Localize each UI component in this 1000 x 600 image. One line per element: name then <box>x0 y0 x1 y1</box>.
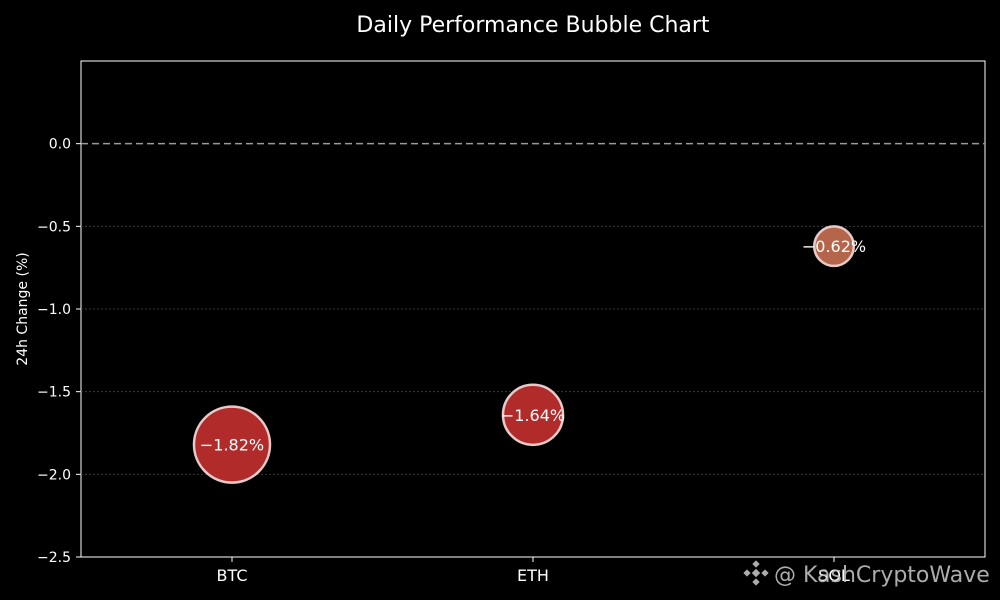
binance-diamond-icon <box>743 560 769 586</box>
y-tick-label: −1.0 <box>37 302 71 318</box>
y-axis-label: 24h Change (%) <box>15 252 31 365</box>
watermark: @ KashCryptoWave <box>743 560 990 588</box>
bubble-label-btc: −1.82% <box>200 436 264 455</box>
chart-title: Daily Performance Bubble Chart <box>356 13 710 38</box>
y-tick-label: −2.5 <box>37 550 71 566</box>
bubble-sol <box>812 225 856 268</box>
y-tick-label: −1.5 <box>37 385 71 401</box>
bubble-label-eth: −1.64% <box>501 406 565 425</box>
bubble-label-sol: −0.62% <box>802 237 866 256</box>
bubbles: −1.82% −1.64% −0.62% <box>192 225 866 484</box>
x-axis-ticks: BTC ETH SOL <box>217 557 850 585</box>
x-tick-label-btc: BTC <box>217 566 248 585</box>
y-tick-label: −2.0 <box>37 467 71 483</box>
bubble-eth <box>501 383 565 447</box>
y-tick-label: −0.5 <box>37 219 71 235</box>
y-tick-label: 0.0 <box>49 137 71 153</box>
bubble-btc <box>192 405 272 484</box>
watermark-text: @ KashCryptoWave <box>774 563 990 588</box>
x-tick-label-eth: ETH <box>517 566 549 585</box>
x-tick-label-sol: SOL <box>818 566 850 585</box>
y-axis-ticks: 0.0 −0.5 −1.0 −1.5 −2.0 −2.5 <box>37 137 81 566</box>
